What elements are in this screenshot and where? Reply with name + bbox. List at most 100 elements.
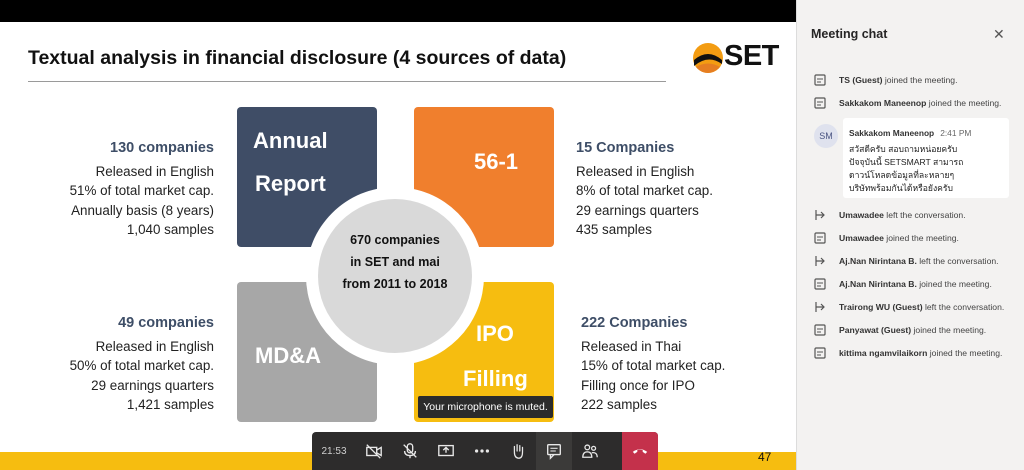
chat-event: TS (Guest) joined the meeting.: [813, 72, 1023, 88]
message-time: 2:41 PM: [940, 128, 972, 138]
stat-heading: 15 Companies: [576, 140, 675, 156]
event-action: joined the meeting.: [928, 98, 1002, 108]
page-number: 47: [758, 450, 772, 464]
participants-icon: [582, 444, 598, 458]
stat-line: Released in English: [95, 163, 214, 179]
stat-line: 29 earnings quarters: [91, 377, 214, 393]
event-name: Umawadee: [839, 233, 884, 243]
center-line: from 2011 to 2018: [342, 277, 448, 291]
message-bubble[interactable]: Sakkakom Maneenop 2:41 PM สวัสดีครับ สอบถ…: [843, 118, 1009, 198]
center-line: 670 companies: [350, 233, 440, 247]
center-circle: [318, 199, 472, 353]
stat-line: Annually basis (8 years): [71, 202, 214, 218]
more-button[interactable]: [464, 432, 500, 470]
quadrant-label: Filling: [463, 366, 528, 391]
mic-off-icon: [403, 443, 417, 459]
stats-56-1: 15 Companies Released in English 8% of t…: [576, 139, 756, 240]
stat-line: 50% of total market cap.: [69, 358, 214, 373]
close-icon[interactable]: ✕: [993, 26, 1005, 42]
chat-event: Trairong WU (Guest) left the conversatio…: [813, 299, 1023, 315]
stat-line: 15% of total market cap.: [581, 358, 726, 373]
event-action: joined the meeting.: [929, 348, 1003, 358]
chat-title: Meeting chat: [811, 27, 888, 41]
quadrant-label: 56-1: [474, 149, 519, 174]
camera-toggle-button[interactable]: [356, 432, 392, 470]
stat-line: 51% of total market cap.: [69, 183, 214, 198]
stat-line: 1,040 samples: [126, 222, 214, 237]
center-line: in SET and mai: [350, 255, 440, 269]
stat-line: Released in English: [576, 163, 695, 179]
hang-up-button[interactable]: [622, 432, 658, 470]
event-action: joined the meeting.: [919, 279, 992, 289]
share-button[interactable]: [428, 432, 464, 470]
stat-line: 8% of total market cap.: [576, 183, 713, 198]
stat-line: Filling once for IPO: [581, 377, 695, 393]
quadrant-annual-report: Annual Report: [237, 107, 377, 247]
event-name: Panyawat (Guest): [839, 325, 912, 335]
event-action: joined the meeting.: [913, 325, 987, 335]
chat-event: Aj.Nan Nirintana B. left the conversatio…: [813, 253, 1023, 269]
message-line: สวัสดีครับ สอบถามหน่อยครับ: [849, 144, 958, 154]
stat-line: Released in English: [95, 338, 214, 354]
logo-text: SET: [724, 40, 779, 72]
stat-heading: 222 Companies: [581, 315, 688, 331]
raise-hand-button[interactable]: [500, 432, 536, 470]
message-line: บริษัทพร้อมกันได้หรือยังครับ: [849, 183, 953, 193]
join-icon: [814, 347, 826, 359]
chat-event: Umawadee left the conversation.: [813, 207, 1023, 223]
chat-icon: [547, 444, 561, 460]
call-controls: 21:53: [312, 432, 658, 470]
title-divider: [28, 81, 666, 82]
chat-event: Sakkakom Maneenop joined the meeting.: [813, 95, 1023, 111]
mic-muted-toast: Your microphone is muted.: [418, 396, 553, 418]
event-name: Trairong WU (Guest): [839, 302, 923, 312]
stat-line: 222 samples: [581, 397, 657, 412]
event-action: left the conversation.: [919, 256, 999, 266]
stat-line: 1,421 samples: [126, 397, 214, 412]
shared-slide: Textual analysis in financial disclosure…: [0, 22, 796, 470]
camera-off-icon: [366, 444, 382, 459]
share-icon: [438, 444, 454, 457]
event-name: Aj.Nan Nirintana B.: [839, 279, 917, 289]
mic-toggle-button[interactable]: [392, 432, 428, 470]
event-action: left the conversation.: [886, 210, 966, 220]
event-name: Aj.Nan Nirintana B.: [839, 256, 917, 266]
avatar: SM: [814, 124, 838, 148]
chat-event: kittima ngamvilaikorn joined the meeting…: [813, 345, 1023, 361]
leave-icon: [815, 210, 825, 220]
event-action: joined the meeting.: [884, 75, 958, 85]
call-timer: 21:53: [321, 445, 347, 457]
raise-hand-icon: [513, 444, 524, 459]
chat-toggle-button[interactable]: [536, 432, 572, 470]
stats-annual-report: 130 companies Released in English 51% of…: [40, 139, 214, 240]
quadrant-label: IPO: [476, 321, 514, 346]
center-text: 670 companies in SET and mai from 2011 t…: [318, 229, 472, 295]
stat-heading: 130 companies: [110, 140, 214, 156]
set-logo-icon: [693, 43, 723, 73]
event-name: kittima ngamvilaikorn: [839, 348, 928, 358]
quadrant-label: MD&A: [255, 343, 321, 368]
chat-event: Aj.Nan Nirintana B. joined the meeting.: [813, 276, 1023, 292]
join-icon: [814, 278, 826, 290]
leave-icon: [815, 302, 825, 312]
message-line: ดาวน์โหลดข้อมูลที่ละหลายๆ: [849, 170, 955, 180]
chat-event: Umawadee joined the meeting.: [813, 230, 1023, 246]
meeting-chat-panel: Meeting chat ✕ TS (Guest) joined the mee…: [796, 0, 1024, 470]
chat-message: SM Sakkakom Maneenop 2:41 PM สวัสดีครับ ส…: [811, 118, 1011, 198]
event-name: Sakkakom Maneenop: [839, 98, 927, 108]
event-action: left the conversation.: [924, 302, 1005, 312]
event-name: TS (Guest): [839, 75, 883, 85]
join-icon: [814, 74, 826, 86]
hang-up-icon: [632, 449, 648, 454]
message-line: ปัจจุบันนี้ SETSMART สามารถ: [849, 157, 964, 167]
participants-button[interactable]: [572, 432, 608, 470]
stat-heading: 49 companies: [118, 315, 214, 331]
join-icon: [814, 97, 826, 109]
stat-line: Released in Thai: [581, 338, 682, 354]
leave-icon: [815, 256, 825, 266]
stats-ipo: 222 Companies Released in Thai 15% of to…: [581, 314, 761, 415]
more-icon: [474, 449, 490, 453]
event-action: joined the meeting.: [886, 233, 959, 243]
stats-mda: 49 companies Released in English 50% of …: [40, 314, 214, 415]
